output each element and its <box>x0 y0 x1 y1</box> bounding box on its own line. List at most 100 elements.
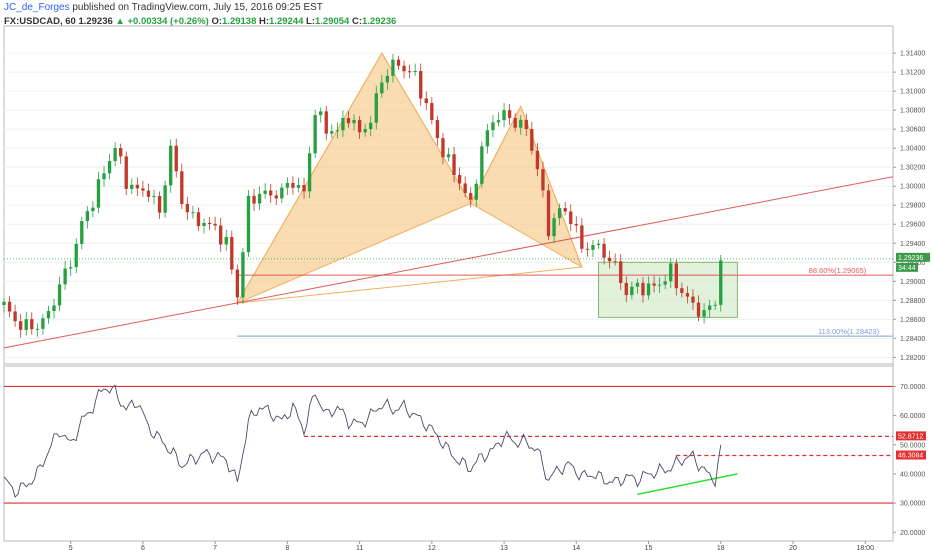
candle-down <box>674 263 678 289</box>
last-price-badge <box>896 252 930 262</box>
candle-up <box>391 59 395 76</box>
candle-up <box>385 75 390 83</box>
candle-down <box>207 222 212 224</box>
price-tick-label: 1.30400 <box>900 146 925 153</box>
candle-down <box>513 117 517 128</box>
x-tick-label: 18:00 <box>856 545 874 550</box>
price-tick-label: 1.29000 <box>900 279 925 286</box>
candle-up <box>102 173 106 180</box>
candle-up <box>169 145 173 186</box>
candle-up <box>319 111 323 116</box>
candle-down <box>407 71 412 73</box>
candle-up <box>52 305 56 312</box>
candle-down <box>13 311 17 322</box>
x-tick-label: 18 <box>717 545 725 550</box>
rsi-tick-label: 30.0000 <box>900 501 925 508</box>
candle-down <box>430 103 434 121</box>
candle-up <box>280 187 284 199</box>
candle-up <box>85 211 90 222</box>
symbol-label: FX:USDCAD, 60 <box>4 16 76 27</box>
candle-up <box>491 122 495 131</box>
candle-down <box>141 188 145 191</box>
close-value: 1.29236 <box>362 16 397 27</box>
candle-up <box>96 179 101 208</box>
candle-up <box>496 120 501 123</box>
candle-up <box>2 301 6 306</box>
x-tick-label: 20 <box>789 545 797 550</box>
candle-up <box>74 243 78 268</box>
candle-down <box>419 71 423 99</box>
candle-down <box>346 118 351 124</box>
high-label: H: <box>259 16 270 27</box>
rsi-tick-label: 40.0000 <box>900 471 925 478</box>
candle-up <box>313 115 317 154</box>
candle-up <box>374 93 378 123</box>
candle-down <box>196 212 201 227</box>
candle-up <box>707 305 712 310</box>
up-arrow-icon: ▲ <box>115 16 125 27</box>
candle-down <box>174 145 178 172</box>
candle-up <box>202 222 206 227</box>
low-label: L: <box>306 16 315 27</box>
x-tick-label: 6 <box>141 545 145 550</box>
rsi-tick-label: 50.0000 <box>900 442 925 449</box>
x-tick-label: 12 <box>428 545 436 550</box>
candle-down <box>7 301 12 312</box>
price-change: +0.00334 (+0.26%) <box>127 16 209 27</box>
candle-down <box>530 129 534 151</box>
candle-down <box>213 223 217 226</box>
candle-down <box>235 269 240 298</box>
candle-up <box>446 154 451 158</box>
candle-up <box>91 207 95 212</box>
candle-down <box>580 225 584 249</box>
candle-down <box>602 243 606 258</box>
candle-up <box>352 119 356 124</box>
rsi-resistance-label: 46.3084 <box>898 453 923 460</box>
rsi-tick-label: 70.0000 <box>900 384 925 391</box>
candle-up <box>257 193 262 204</box>
open-value: 1.29138 <box>222 16 257 27</box>
candle-up <box>330 131 334 134</box>
candle-down <box>441 138 445 158</box>
candle-down <box>507 110 512 118</box>
candle-down <box>541 169 545 191</box>
rsi-pane <box>3 365 894 542</box>
candle-down <box>696 302 701 317</box>
candle-up <box>480 146 484 184</box>
candle-down <box>252 195 256 204</box>
last-price: 1.29236 <box>78 16 113 27</box>
candle-down <box>652 283 656 286</box>
candle-down <box>396 59 401 66</box>
candle-down <box>685 293 690 297</box>
candle-up <box>552 218 556 237</box>
candle-up <box>591 244 595 250</box>
candle-up <box>63 268 67 285</box>
price-tick-label: 1.28200 <box>900 355 925 362</box>
price-tick-label: 1.28600 <box>900 317 925 324</box>
candle-down <box>30 319 34 330</box>
rsi-support-line <box>637 473 738 496</box>
candle-down <box>157 196 162 213</box>
last-price-badge-label: 1.29236 <box>898 255 923 262</box>
rsi-tick-label: 20.0000 <box>900 530 925 537</box>
price-tick-label: 1.31200 <box>900 70 925 77</box>
candle-down <box>563 208 567 212</box>
candle-up <box>41 318 45 329</box>
candle-up <box>335 130 340 132</box>
candle-down <box>613 261 617 263</box>
author-link[interactable]: JC_de_Forges <box>4 2 70 13</box>
candle-up <box>646 283 651 296</box>
candle-up <box>107 161 112 174</box>
candle-down <box>624 282 628 296</box>
price-tick-label: 1.28800 <box>900 298 925 305</box>
candle-up <box>46 311 51 319</box>
candle-down <box>269 190 273 196</box>
x-tick-label: 13 <box>500 545 508 550</box>
candle-up <box>713 304 717 306</box>
x-tick-label: 14 <box>572 545 580 550</box>
rising-trendline <box>3 176 894 349</box>
price-tick-label: 1.30800 <box>900 108 925 115</box>
candle-down <box>424 98 428 104</box>
